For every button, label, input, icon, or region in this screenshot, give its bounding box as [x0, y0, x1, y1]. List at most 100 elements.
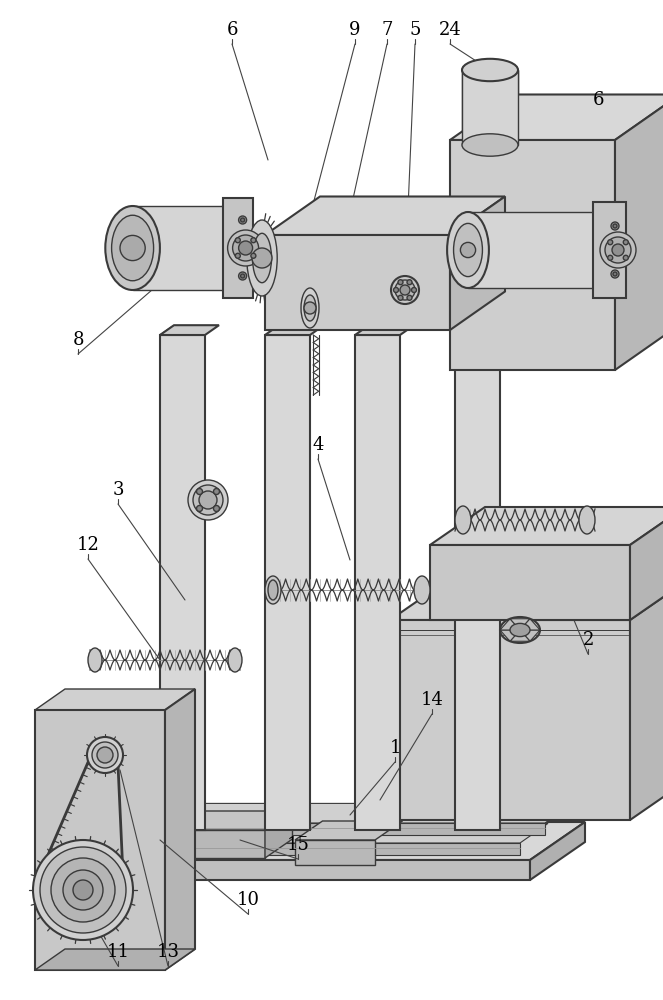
Text: 15: 15	[286, 836, 310, 854]
Text: 14: 14	[420, 691, 444, 709]
Polygon shape	[510, 619, 530, 630]
Polygon shape	[630, 507, 663, 620]
Text: 3: 3	[112, 481, 124, 499]
Polygon shape	[500, 619, 520, 630]
Polygon shape	[265, 811, 292, 858]
Circle shape	[251, 253, 256, 258]
Circle shape	[213, 505, 219, 511]
Text: 6: 6	[592, 91, 604, 109]
Ellipse shape	[200, 206, 255, 290]
Polygon shape	[175, 811, 292, 830]
Circle shape	[196, 489, 202, 495]
Ellipse shape	[111, 215, 154, 281]
Polygon shape	[130, 843, 520, 855]
Circle shape	[400, 285, 410, 295]
Polygon shape	[520, 619, 540, 630]
Circle shape	[611, 270, 619, 278]
Circle shape	[87, 737, 123, 773]
Circle shape	[241, 218, 245, 222]
Circle shape	[407, 280, 412, 285]
Text: 4: 4	[312, 436, 324, 454]
Ellipse shape	[577, 212, 619, 288]
Ellipse shape	[391, 276, 419, 304]
Circle shape	[241, 274, 245, 278]
Circle shape	[252, 248, 272, 268]
Circle shape	[97, 747, 113, 763]
Ellipse shape	[395, 280, 415, 300]
Polygon shape	[450, 196, 505, 330]
Circle shape	[608, 255, 613, 260]
Circle shape	[613, 248, 617, 252]
Circle shape	[611, 246, 619, 254]
Text: 9: 9	[349, 21, 361, 39]
Ellipse shape	[88, 648, 102, 672]
Circle shape	[120, 235, 145, 261]
Circle shape	[251, 238, 256, 243]
Circle shape	[241, 246, 245, 250]
Circle shape	[407, 295, 412, 300]
Circle shape	[612, 244, 624, 256]
Text: 6: 6	[226, 21, 238, 39]
Ellipse shape	[453, 223, 483, 277]
Polygon shape	[35, 689, 195, 710]
Polygon shape	[160, 326, 172, 825]
Circle shape	[394, 288, 398, 292]
Polygon shape	[468, 212, 598, 288]
Circle shape	[398, 280, 403, 285]
Polygon shape	[160, 325, 219, 335]
Polygon shape	[133, 206, 227, 290]
Polygon shape	[265, 235, 450, 330]
Ellipse shape	[579, 506, 595, 534]
Circle shape	[304, 302, 316, 314]
Polygon shape	[355, 335, 400, 830]
Polygon shape	[223, 198, 253, 298]
Circle shape	[608, 240, 613, 245]
Circle shape	[613, 224, 617, 228]
Polygon shape	[295, 840, 375, 865]
Polygon shape	[450, 140, 615, 370]
Polygon shape	[175, 830, 265, 858]
Ellipse shape	[605, 237, 631, 263]
Polygon shape	[390, 582, 663, 620]
Circle shape	[235, 253, 240, 258]
Circle shape	[92, 742, 118, 768]
Polygon shape	[462, 70, 518, 145]
Polygon shape	[430, 507, 663, 545]
Polygon shape	[390, 620, 630, 820]
Ellipse shape	[188, 480, 228, 520]
Polygon shape	[265, 325, 324, 335]
Circle shape	[398, 295, 403, 300]
Text: 11: 11	[107, 943, 129, 961]
Circle shape	[460, 242, 475, 258]
Text: 7: 7	[381, 21, 392, 39]
Circle shape	[239, 244, 247, 252]
Circle shape	[63, 870, 103, 910]
Polygon shape	[530, 822, 585, 880]
Text: 8: 8	[72, 331, 84, 349]
Circle shape	[239, 241, 253, 255]
Ellipse shape	[227, 230, 264, 266]
Polygon shape	[265, 196, 505, 235]
Polygon shape	[450, 95, 663, 140]
Polygon shape	[130, 822, 585, 860]
Polygon shape	[160, 335, 205, 830]
Text: 1: 1	[389, 739, 400, 757]
Ellipse shape	[105, 206, 160, 290]
Circle shape	[40, 847, 126, 933]
Circle shape	[611, 222, 619, 230]
Text: 13: 13	[156, 943, 180, 961]
Ellipse shape	[199, 491, 217, 509]
Ellipse shape	[447, 212, 489, 288]
Ellipse shape	[462, 134, 518, 156]
Circle shape	[73, 880, 93, 900]
Text: 24: 24	[439, 21, 461, 39]
Ellipse shape	[304, 295, 316, 321]
Circle shape	[613, 272, 617, 276]
Polygon shape	[500, 630, 520, 641]
Text: 2: 2	[582, 631, 593, 649]
Polygon shape	[130, 860, 530, 880]
Ellipse shape	[455, 506, 471, 534]
Polygon shape	[35, 949, 195, 970]
Ellipse shape	[233, 235, 259, 261]
Ellipse shape	[462, 59, 518, 81]
